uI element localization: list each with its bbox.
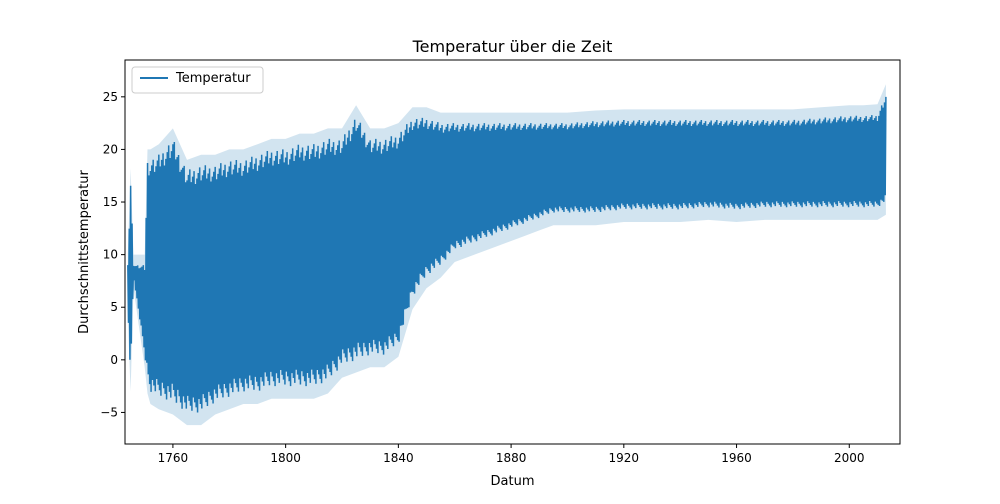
x-axis-label: Datum [491,474,535,489]
x-tick-label-1960: 1960 [721,451,752,465]
y-tick-label-5: 5 [110,300,118,314]
chart-title: Temperatur über die Zeit [412,37,613,56]
legend: Temperatur [131,66,264,94]
y-axis: −5 0 5 10 15 20 25 [100,90,125,419]
y-tick-label-20: 20 [103,142,118,156]
plot-area [127,84,887,426]
x-tick-label-1800: 1800 [270,451,301,465]
x-tick-label-1920: 1920 [609,451,640,465]
y-tick-label-10: 10 [103,248,118,262]
x-tick-label-1760: 1760 [158,451,189,465]
legend-box [131,66,264,94]
y-tick-label-0: 0 [110,353,118,367]
y-tick-label-25: 25 [103,90,118,104]
x-axis: 1760 1800 1840 1880 1920 1960 2000 [158,444,865,465]
legend-label-temperatur: Temperatur [175,71,251,86]
x-tick-label-1880: 1880 [496,451,527,465]
y-tick-label-15: 15 [103,195,118,209]
axes-frame [124,59,901,445]
y-tick-label--5: −5 [100,405,118,419]
x-tick-label-1840: 1840 [383,451,414,465]
x-tick-label-2000: 2000 [834,451,865,465]
y-axis-label: Durchschnittstemperatur [77,170,92,334]
series-line-temperatur [127,96,887,413]
